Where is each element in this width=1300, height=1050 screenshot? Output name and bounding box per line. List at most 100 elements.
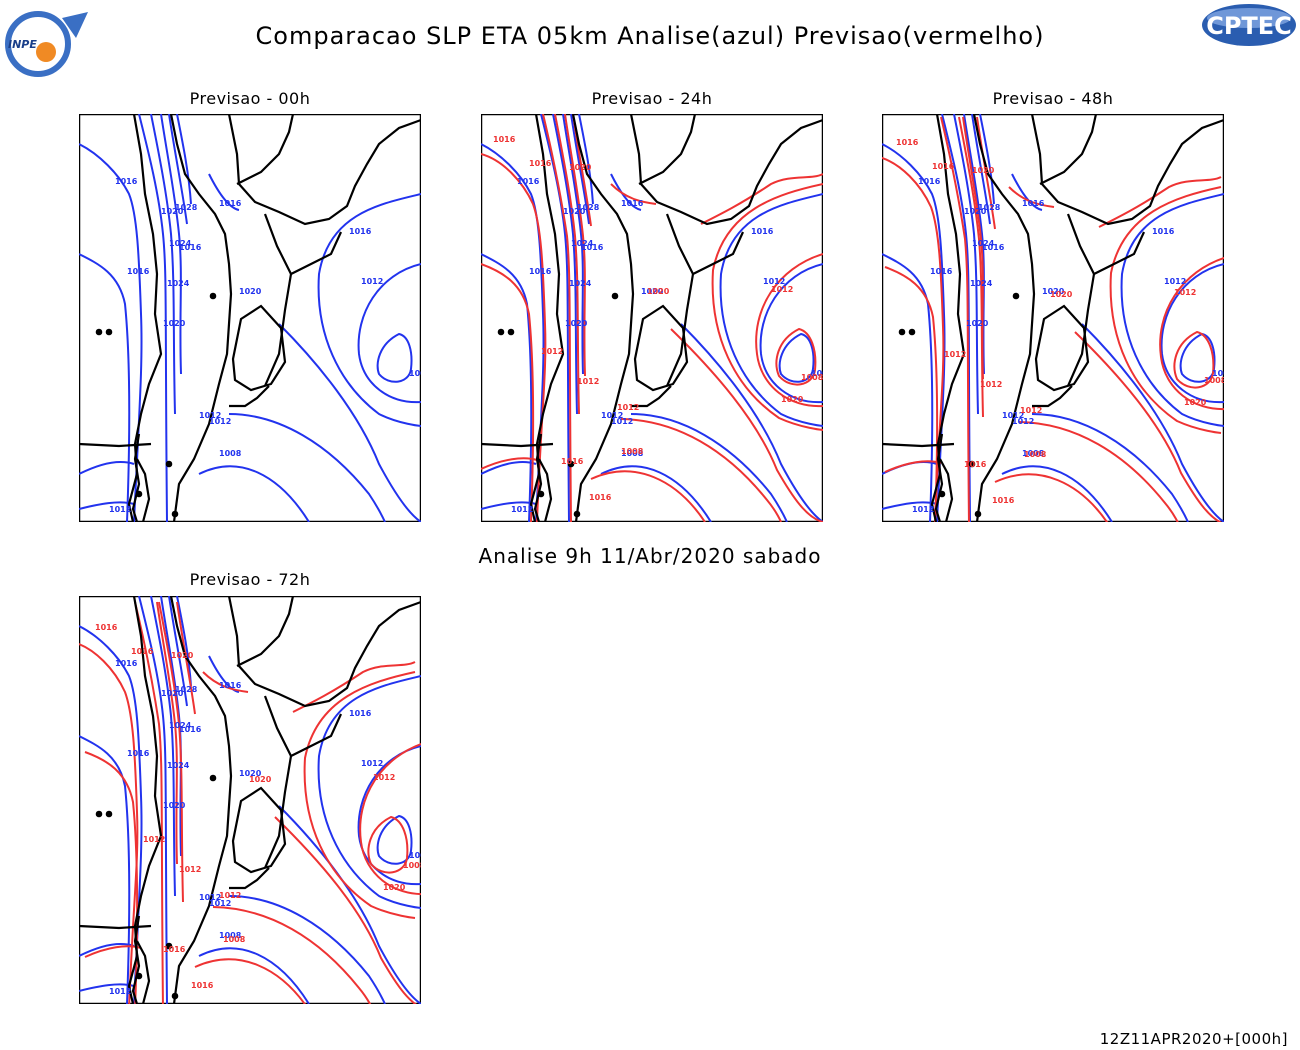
coastline-segment [631,385,672,408]
contour-labels: 1016101610201016101610121024102810201012… [95,623,432,996]
analysis-isobar [1031,413,1189,523]
forecast-isobar [194,958,310,1011]
forecast-isobar [1098,176,1222,228]
coastline-segment [665,213,745,276]
island [95,328,103,336]
island [209,774,217,782]
analysis-isobar [198,465,310,523]
analysis-label: 1016 [1022,199,1045,208]
analysis-isobar [208,655,240,693]
analysis-label: 1024 [169,239,192,248]
coastline-segment [972,113,1036,523]
forecast-label: 1008 [801,373,823,382]
panel-title-24h: Previsao - 24h [591,89,713,108]
forecast-label: 1020 [569,163,592,172]
analysis-isobar [1160,263,1225,404]
inpe-logo-text: INPE [8,38,37,51]
analysis-label: 1020 [163,801,186,810]
forecast-isobar [303,671,416,919]
analysis-isobar [600,465,712,523]
forecast-label: 1012 [179,865,201,874]
coastline-segment [263,695,343,758]
analysis-label: 1008 [409,851,421,860]
map-panel-48h: 1016 1016 1020 1016 1016 1012 1024 1028 1020 1012… [878,113,1235,526]
analysis-label: 1020 [641,287,664,296]
analysis-label: 1020 [565,319,588,328]
analysis-isobar [198,947,310,1005]
analysis-isobar [552,113,578,415]
analysis-label: 1016 [127,267,150,276]
forecast-label: 1012 [1174,288,1196,297]
analysis-label: 1024 [972,239,995,248]
analysis-label: 1016 [517,177,540,186]
coastline-segment [934,433,944,523]
coastline-segment [1034,304,1090,392]
forecast-label: 1020 [1184,398,1207,407]
forecast-isobar [700,173,824,225]
analysis-isobar [1179,332,1216,383]
coastline-segment [1039,113,1098,185]
analysis-label: 1012 [1012,417,1034,426]
island [497,328,505,336]
forecast-isobar [590,470,706,523]
forecast-isobar [878,156,945,526]
coastline-segment [633,304,689,392]
analysis-label: 1016 [219,681,242,690]
island [165,942,173,950]
analysis-label: 1024 [167,279,190,288]
analysis-isobar [176,595,192,687]
analysis-isobar [78,735,131,1005]
analysis-label: 1028 [978,203,1001,212]
forecast-label: 1016 [992,496,1015,505]
analysis-date-label: Analise 9h 11/Abr/2020 sabado [478,544,822,568]
forecast-label: 1016 [493,135,516,144]
analysis-isobar [610,173,642,211]
analysis-label: 1012 [209,899,231,908]
island [938,490,946,498]
coastline-segment [480,442,554,448]
map-panel-72h: 1016 1016 1020 1016 1016 1012 1024 1028 1020 1012… [72,595,432,1011]
coastline-segment [169,595,233,1005]
panel-title-48h: Previsao - 48h [992,89,1114,108]
analysis-label: 1016 [349,709,372,718]
analysis-isobar [150,595,176,897]
forecast-isobar [274,816,428,1011]
coastline-segment [1066,213,1146,276]
forecast-label: 1016 [964,460,987,469]
forecast-label: 1012 [944,350,966,359]
panel-title-00h: Previsao - 00h [189,89,311,108]
forecast-isobar [176,601,196,715]
forecast-isobar [367,815,409,874]
coastline-segment [881,442,955,448]
analysis-isobar [759,263,824,404]
coastline-segment [229,385,270,408]
forecast-label: 1012 [771,285,793,294]
forecast-label: 1020 [781,395,804,404]
forecast-isobar [610,183,657,205]
forecast-label: 1012 [219,891,241,900]
analysis-label: 1012 [199,411,221,420]
analysis-label: 1012 [511,505,533,514]
forecast-isobar [994,473,1110,526]
forecast-isobar [940,116,970,526]
forecast-label: 1012 [1020,406,1042,415]
forecast-label: 1012 [617,403,639,412]
analysis-isobar [570,113,590,225]
forecast-label: 1020 [1050,290,1073,299]
forecast-label: 1016 [896,138,919,147]
panel-title-72h: Previsao - 72h [189,570,311,589]
forecast-label: 1016 [561,457,584,466]
analysis-label: 1016 [529,267,552,276]
analysis-isobar [278,323,422,523]
coastline [881,113,1225,523]
map-panel-00h: 1016 1016 1020 1016 1016 1012 1024 1028 1020 1012… [78,113,432,523]
page-title: Comparacao SLP ETA 05km Analise(azul) Pr… [255,22,1045,50]
coastline [480,113,824,523]
forecast-label: 1020 [249,775,272,784]
forecast-isobar [564,113,586,377]
analysis-label: 1016 [751,227,774,236]
forecast-isobar [884,266,939,526]
forecast-isobar [1018,421,1180,526]
analysis-label: 1012 [361,277,383,286]
forecast-label: 1008 [1024,450,1047,459]
